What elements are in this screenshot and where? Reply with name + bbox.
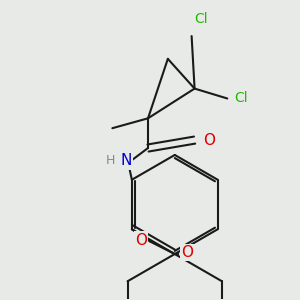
Text: O: O: [203, 133, 215, 148]
Text: O: O: [135, 233, 147, 248]
Text: Cl: Cl: [195, 12, 208, 26]
Text: O: O: [181, 245, 193, 260]
Text: H: H: [106, 154, 115, 167]
Text: N: N: [121, 153, 132, 168]
Text: Cl: Cl: [234, 92, 248, 106]
